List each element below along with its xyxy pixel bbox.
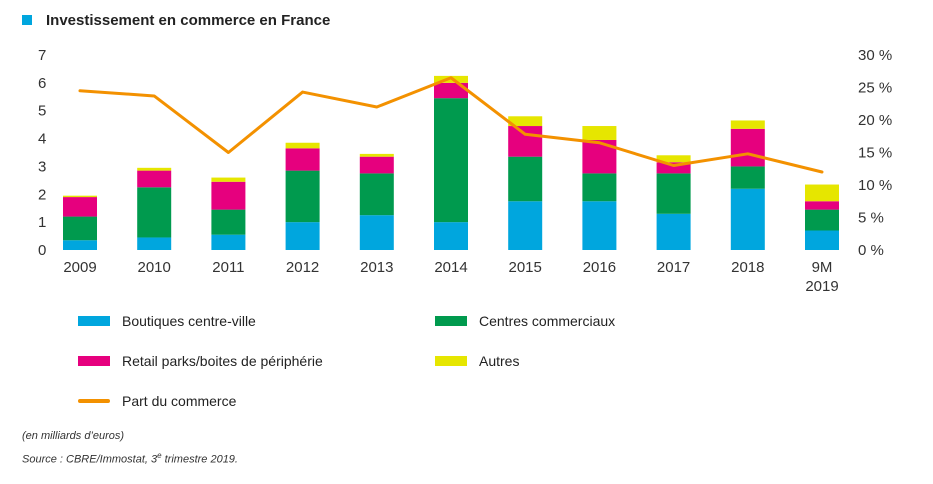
bar-segment-centres-commerciaux: [434, 98, 468, 223]
bar-segment-retail-parks-boites-de-peripherie: [730, 128, 765, 167]
bar-segment-retail-parks-boites-de-peripherie: [285, 148, 320, 171]
bar-segment-autres: [508, 116, 543, 127]
bar-segment-centres-commerciaux: [359, 173, 394, 216]
bar-segment-autres: [285, 142, 320, 149]
x-tick-label: 2009: [63, 259, 96, 276]
chart-plot: 0 1 2 3 4 5 6 7 0 % 5 % 10 % 15 % 20 % 25 % 30 % 2009 20…: [38, 47, 892, 295]
legend-item-boutiques: Boutiques centre-ville: [78, 313, 256, 329]
legend-label-part-du-commerce: Part du commerce: [122, 393, 237, 409]
bar-segment-boutiques-centre-ville: [63, 240, 97, 250]
x-tick-label: 2019: [805, 278, 838, 295]
bar-segment-boutiques-centre-ville: [730, 188, 765, 250]
bar-segment-centres-commerciaux: [137, 187, 172, 238]
bar-segment-autres: [656, 155, 691, 163]
y-left-tick-label: 6: [38, 75, 46, 92]
bar-segment-autres: [211, 177, 246, 182]
legend-swatch-boutiques: [78, 316, 110, 326]
bar-segment-centres-commerciaux: [211, 209, 246, 235]
y-right-tick-label: 25 %: [858, 80, 892, 97]
source-suffix: trimestre 2019.: [161, 453, 238, 466]
bar-segment-boutiques-centre-ville: [285, 222, 320, 250]
x-tick-label: 2013: [360, 259, 393, 276]
legend-item-part-du-commerce: Part du commerce: [78, 393, 236, 409]
y-left-tick-label: 4: [38, 131, 46, 148]
y-right-tick-label: 10 %: [858, 177, 892, 194]
bar-segment-centres-commerciaux: [730, 166, 765, 189]
unit-note: (en milliards d’euros): [22, 430, 125, 442]
title-marker: [22, 15, 32, 25]
x-tick-label: 2015: [509, 259, 542, 276]
bar-segment-centres-commerciaux: [508, 156, 543, 202]
y-right-tick-label: 20 %: [858, 112, 892, 129]
bar-segment-boutiques-centre-ville: [805, 230, 839, 250]
bar-segment-boutiques-centre-ville: [211, 234, 246, 250]
bar-segment-centres-commerciaux: [582, 173, 617, 202]
y-left-tick-label: 5: [38, 103, 46, 120]
bar-segment-centres-commerciaux: [63, 216, 97, 241]
bar-segment-centres-commerciaux: [656, 173, 691, 214]
bar-segment-retail-parks-boites-de-peripherie: [805, 201, 839, 210]
bar-segment-retail-parks-boites-de-peripherie: [656, 162, 691, 174]
y-right-tick-label: 15 %: [858, 145, 892, 162]
chart-title-row: Investissement en commerce en France: [22, 8, 330, 32]
bar-segment-centres-commerciaux: [805, 209, 839, 231]
bar-segment-autres: [582, 126, 617, 140]
legend-swatch-retail-parks: [78, 356, 110, 366]
bar-segment-retail-parks-boites-de-peripherie: [359, 156, 394, 174]
chart-title: Investissement en commerce en France: [46, 11, 331, 29]
bar-segment-centres-commerciaux: [285, 170, 320, 223]
x-tick-label: 2012: [286, 259, 319, 276]
legend-line-part-du-commerce: [78, 399, 110, 403]
bar-segment-autres: [359, 153, 394, 157]
x-tick-label: 2016: [583, 259, 616, 276]
bar-segment-retail-parks-boites-de-peripherie: [63, 197, 97, 217]
x-tick-label: 2018: [731, 259, 764, 276]
source-superscript: e: [157, 451, 162, 460]
source-note: Source : CBRE/Immostat, 3e trimestre 201…: [22, 451, 238, 466]
x-tick-label: 2010: [138, 259, 171, 276]
bar-segment-boutiques-centre-ville: [434, 222, 468, 250]
bar-segment-autres: [730, 120, 765, 129]
legend-label-centres: Centres commerciaux: [479, 313, 616, 329]
bar-segment-autres: [137, 167, 172, 171]
y-left-tick-label: 7: [38, 47, 46, 64]
legend-item-autres: Autres: [435, 353, 519, 369]
y-right-tick-label: 0 %: [858, 242, 884, 259]
bar-segment-boutiques-centre-ville: [137, 237, 172, 250]
x-tick-label: 2011: [212, 259, 244, 276]
bar-segment-autres: [63, 195, 97, 198]
x-tick-label: 9M: [812, 259, 833, 276]
bar-segment-boutiques-centre-ville: [359, 215, 394, 250]
y-left-tick-label: 0: [38, 242, 46, 259]
y-left-tick-label: 2: [38, 186, 46, 203]
y-right-tick-label: 5 %: [858, 210, 884, 227]
legend-swatch-centres: [435, 316, 467, 326]
bar-segment-retail-parks-boites-de-peripherie: [508, 126, 543, 157]
bar-segment-retail-parks-boites-de-peripherie: [434, 82, 468, 99]
legend-label-retail-parks: Retail parks/boites de périphérie: [122, 353, 323, 369]
bar-segment-boutiques-centre-ville: [656, 213, 691, 250]
legend-item-centres: Centres commerciaux: [435, 313, 615, 329]
bar-segment-retail-parks-boites-de-peripherie: [137, 170, 172, 188]
bar-segment-retail-parks-boites-de-peripherie: [211, 181, 246, 210]
legend-swatch-autres: [435, 356, 467, 366]
y-left-tick-label: 3: [38, 158, 46, 175]
bar-segment-boutiques-centre-ville: [508, 201, 543, 250]
legend-label-boutiques: Boutiques centre-ville: [122, 313, 256, 329]
bar-segment-boutiques-centre-ville: [582, 201, 617, 250]
y-left-tick-label: 1: [38, 214, 46, 231]
source-prefix: Source : CBRE/Immostat, 3: [22, 453, 158, 466]
x-tick-label: 2014: [434, 259, 467, 276]
x-tick-label: 2017: [657, 259, 690, 276]
line-part-du-commerce: [78, 76, 824, 174]
y-right-tick-label: 30 %: [858, 47, 892, 64]
bar-segment-autres: [805, 184, 839, 202]
legend-item-retail-parks: Retail parks/boites de périphérie: [78, 353, 323, 369]
legend-label-autres: Autres: [479, 353, 520, 369]
